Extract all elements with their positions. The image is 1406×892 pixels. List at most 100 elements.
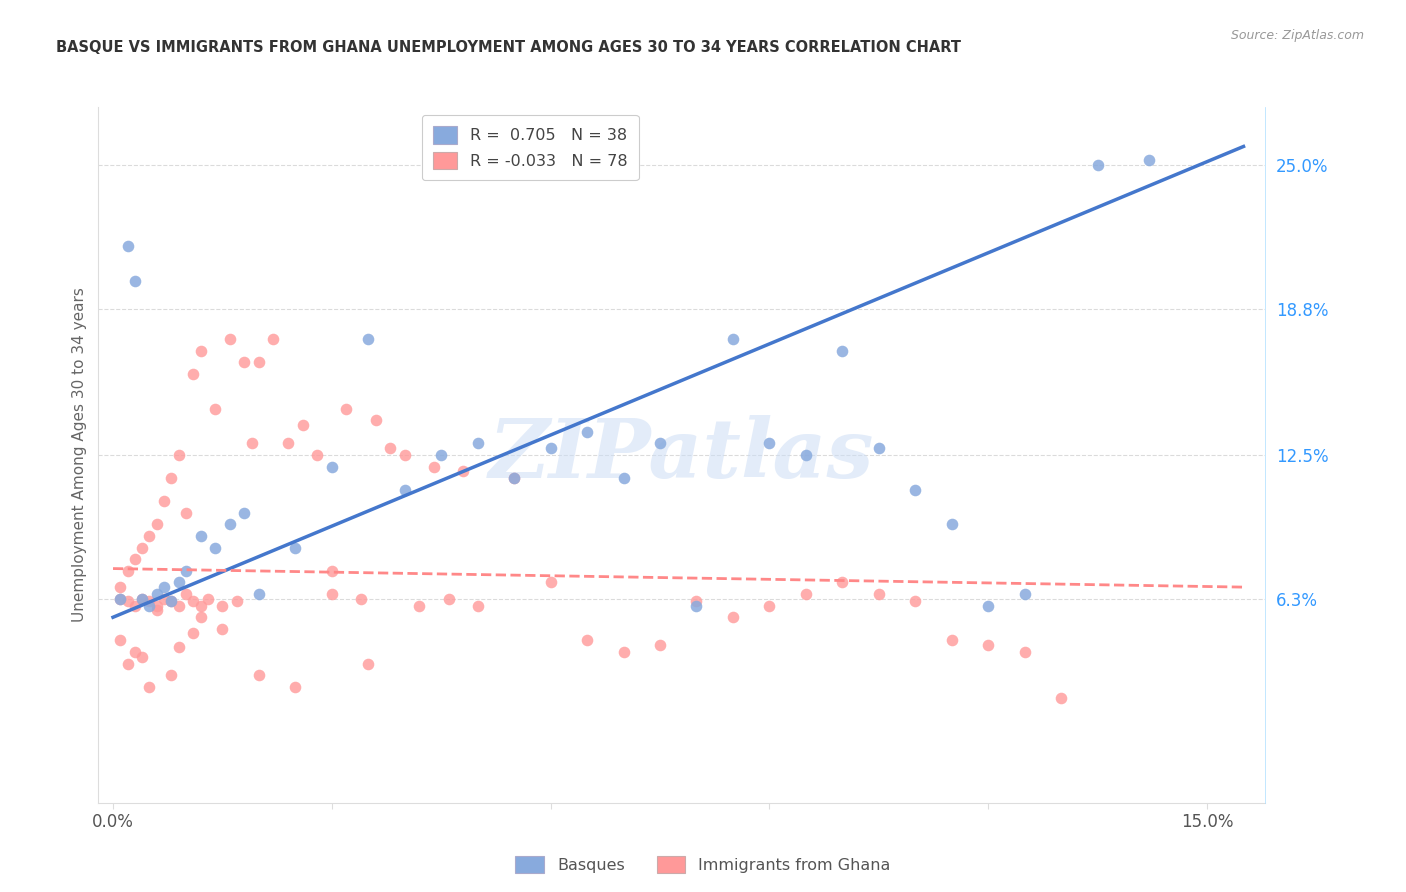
Point <box>204 541 226 555</box>
Point <box>394 483 416 497</box>
Point <box>648 436 671 450</box>
Point <box>291 417 314 432</box>
Point <box>977 638 1000 652</box>
Point <box>181 367 204 381</box>
Point <box>831 343 853 358</box>
Point <box>131 591 153 606</box>
Point <box>394 448 416 462</box>
Point <box>190 599 212 613</box>
Point <box>335 401 357 416</box>
Point <box>174 506 197 520</box>
Point <box>146 599 169 613</box>
Point <box>181 626 204 640</box>
Point <box>467 599 489 613</box>
Point <box>226 594 249 608</box>
Point <box>110 591 132 606</box>
Point <box>190 343 212 358</box>
Point <box>378 441 402 455</box>
Point <box>117 239 139 253</box>
Text: Source: ZipAtlas.com: Source: ZipAtlas.com <box>1230 29 1364 42</box>
Point <box>160 594 183 608</box>
Point <box>247 668 270 682</box>
Point <box>233 506 256 520</box>
Point <box>190 529 212 543</box>
Point <box>758 599 780 613</box>
Point <box>977 599 1000 613</box>
Point <box>131 649 153 664</box>
Point <box>110 591 132 606</box>
Point <box>233 355 256 369</box>
Point <box>503 471 526 485</box>
Point <box>904 483 927 497</box>
Point <box>307 448 329 462</box>
Point <box>437 591 460 606</box>
Point <box>153 580 176 594</box>
Point <box>138 529 160 543</box>
Point <box>218 332 240 346</box>
Y-axis label: Unemployment Among Ages 30 to 34 years: Unemployment Among Ages 30 to 34 years <box>72 287 87 623</box>
Point <box>685 599 707 613</box>
Point <box>613 645 636 659</box>
Point <box>868 587 890 601</box>
Point <box>131 541 153 555</box>
Point <box>124 599 146 613</box>
Point <box>1087 158 1109 172</box>
Point <box>240 436 263 450</box>
Point <box>138 599 160 613</box>
Point <box>153 591 176 606</box>
Point <box>138 594 160 608</box>
Point <box>613 471 636 485</box>
Point <box>321 459 343 474</box>
Point <box>357 657 380 671</box>
Point <box>540 575 562 590</box>
Point <box>204 401 226 416</box>
Point <box>167 599 190 613</box>
Point <box>941 517 963 532</box>
Point <box>146 587 169 601</box>
Point <box>197 591 219 606</box>
Point <box>160 471 183 485</box>
Point <box>190 610 212 624</box>
Point <box>218 517 240 532</box>
Point <box>408 599 430 613</box>
Point <box>146 517 169 532</box>
Point <box>117 564 139 578</box>
Point <box>904 594 927 608</box>
Point <box>181 594 204 608</box>
Point <box>117 594 139 608</box>
Point <box>160 668 183 682</box>
Point <box>1014 587 1036 601</box>
Point <box>131 591 153 606</box>
Point <box>423 459 446 474</box>
Point <box>364 413 387 427</box>
Point <box>160 594 183 608</box>
Point <box>284 541 307 555</box>
Point <box>467 436 489 450</box>
Point <box>124 645 146 659</box>
Point <box>153 494 176 508</box>
Point <box>576 425 599 439</box>
Point <box>1137 153 1160 168</box>
Point <box>174 564 197 578</box>
Point <box>503 471 526 485</box>
Point <box>941 633 963 648</box>
Point <box>685 594 707 608</box>
Point <box>758 436 780 450</box>
Point <box>124 274 146 288</box>
Point <box>247 587 270 601</box>
Legend: R =  0.705   N = 38, R = -0.033   N = 78: R = 0.705 N = 38, R = -0.033 N = 78 <box>422 115 638 180</box>
Text: ZIPatlas: ZIPatlas <box>489 415 875 495</box>
Point <box>648 638 671 652</box>
Point <box>321 587 343 601</box>
Point <box>211 599 233 613</box>
Point <box>1050 691 1073 706</box>
Point <box>831 575 853 590</box>
Point <box>357 332 380 346</box>
Point <box>277 436 299 450</box>
Point <box>262 332 284 346</box>
Point <box>794 448 817 462</box>
Point <box>211 622 233 636</box>
Point <box>167 575 190 590</box>
Point <box>350 591 373 606</box>
Point <box>124 552 146 566</box>
